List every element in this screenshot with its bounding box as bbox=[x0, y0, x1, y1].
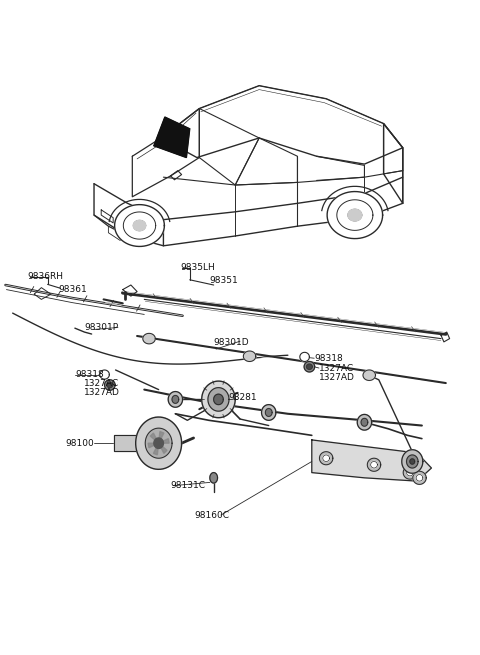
Text: 1327AD: 1327AD bbox=[84, 388, 120, 398]
Polygon shape bbox=[100, 370, 109, 379]
Polygon shape bbox=[327, 191, 383, 238]
Polygon shape bbox=[208, 388, 229, 411]
Polygon shape bbox=[136, 417, 181, 470]
Polygon shape bbox=[262, 405, 276, 421]
Text: 9835LH: 9835LH bbox=[180, 263, 215, 272]
Polygon shape bbox=[367, 458, 381, 472]
Polygon shape bbox=[158, 443, 167, 453]
Polygon shape bbox=[300, 352, 310, 362]
Text: 98318: 98318 bbox=[75, 370, 104, 379]
Text: 98100: 98100 bbox=[65, 440, 94, 448]
Polygon shape bbox=[312, 440, 432, 481]
Polygon shape bbox=[105, 380, 115, 390]
Polygon shape bbox=[348, 209, 362, 221]
Polygon shape bbox=[320, 452, 333, 465]
Polygon shape bbox=[114, 436, 136, 451]
Polygon shape bbox=[243, 351, 256, 362]
Polygon shape bbox=[403, 466, 417, 479]
Text: 1327AC: 1327AC bbox=[319, 364, 354, 373]
Polygon shape bbox=[145, 428, 172, 458]
Polygon shape bbox=[416, 475, 423, 481]
Text: 98160C: 98160C bbox=[194, 511, 229, 519]
Polygon shape bbox=[133, 220, 146, 231]
Text: 9836RH: 9836RH bbox=[27, 272, 63, 281]
Polygon shape bbox=[115, 204, 164, 246]
Polygon shape bbox=[361, 419, 368, 426]
Polygon shape bbox=[410, 459, 415, 464]
Text: 98351: 98351 bbox=[209, 276, 238, 285]
Text: 98301P: 98301P bbox=[84, 323, 119, 332]
Polygon shape bbox=[357, 415, 372, 430]
Polygon shape bbox=[168, 392, 182, 407]
Polygon shape bbox=[158, 432, 164, 443]
Polygon shape bbox=[407, 470, 413, 476]
Text: 1327AD: 1327AD bbox=[319, 373, 355, 382]
Polygon shape bbox=[202, 381, 235, 418]
Polygon shape bbox=[363, 370, 375, 381]
Polygon shape bbox=[143, 333, 156, 344]
Text: 98318: 98318 bbox=[314, 354, 343, 364]
Polygon shape bbox=[307, 364, 312, 369]
Polygon shape bbox=[214, 394, 223, 405]
Polygon shape bbox=[154, 438, 163, 449]
Polygon shape bbox=[154, 443, 158, 455]
Text: 98131C: 98131C bbox=[170, 481, 205, 490]
Polygon shape bbox=[158, 439, 169, 443]
Polygon shape bbox=[371, 462, 377, 468]
Polygon shape bbox=[210, 473, 217, 483]
Polygon shape bbox=[402, 450, 423, 474]
Polygon shape bbox=[265, 409, 272, 417]
Polygon shape bbox=[323, 455, 329, 462]
Text: 1327AC: 1327AC bbox=[84, 379, 120, 388]
Polygon shape bbox=[413, 472, 426, 484]
Polygon shape bbox=[154, 117, 190, 158]
Polygon shape bbox=[150, 433, 158, 443]
Polygon shape bbox=[172, 396, 179, 403]
Text: 98361: 98361 bbox=[58, 285, 87, 294]
Polygon shape bbox=[407, 455, 418, 468]
Polygon shape bbox=[148, 443, 158, 448]
Polygon shape bbox=[107, 383, 113, 388]
Text: 98301D: 98301D bbox=[214, 338, 249, 347]
Polygon shape bbox=[304, 362, 315, 372]
Text: 98281: 98281 bbox=[228, 393, 257, 402]
